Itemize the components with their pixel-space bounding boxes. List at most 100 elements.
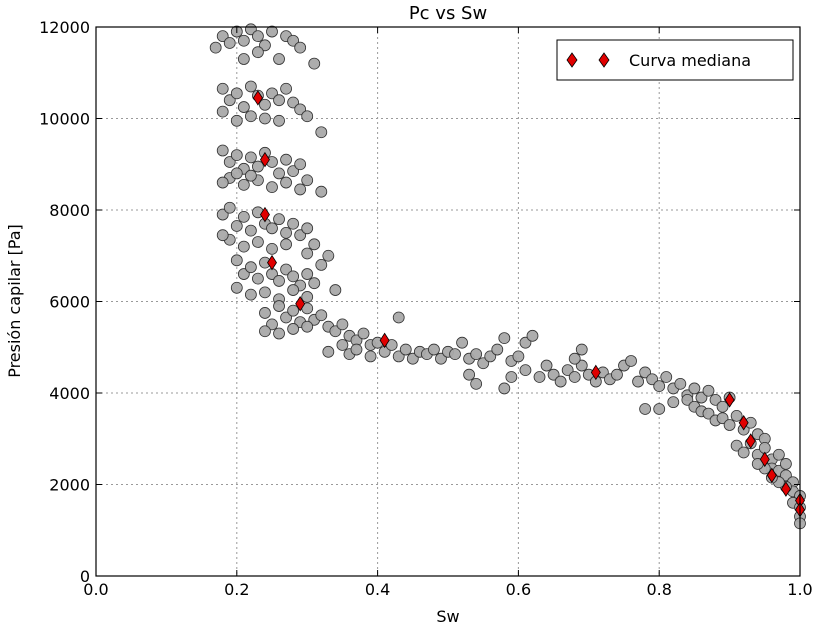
y-tick-label: 2000 [49,476,90,495]
median-markers [252,90,805,518]
scatter-point [554,375,567,388]
scatter-point [280,311,292,324]
legend-label: Curva mediana [629,51,751,70]
legend-marker-diamond [598,52,610,68]
scatter-point [287,165,300,178]
scatter-point [730,439,743,452]
scatter-point [244,151,257,164]
x-tick-label: 0.0 [83,580,108,599]
scatter-point [294,229,307,242]
scatter-point [449,348,461,361]
scatter-point [350,343,363,356]
scatter-point [280,263,292,276]
scatter-point [308,277,321,290]
chart-title: Pc vs Sw [409,3,487,24]
x-axis-label: Sw [436,607,459,626]
scatter-point [223,94,236,107]
scatter-point [230,149,243,162]
scatter-point [259,98,271,111]
scatter-point [237,268,250,280]
scatter-point [315,126,328,139]
scatter-point [315,258,328,271]
y-tick-label: 8000 [49,201,90,220]
scatter-point [322,249,335,262]
scatter-point [244,110,257,123]
scatter-point [456,336,468,349]
scatter-point [280,176,292,189]
scatter-point [266,242,278,255]
scatter-point [259,112,271,125]
scatter-point [519,364,532,377]
scatter-point [512,350,525,363]
median-point [259,206,270,223]
x-tick-label: 0.6 [506,580,531,599]
scatter-point [230,281,243,294]
scatter-point [667,396,680,409]
scatter-point [273,167,285,180]
scatter-point [287,284,300,296]
median-point [766,467,777,484]
median-point [745,433,756,449]
median-point [738,414,749,431]
scatter-point [357,327,370,340]
scatter-point [702,384,715,397]
scatter-point [406,352,419,365]
x-tick-label: 0.8 [646,580,671,599]
scatter-point [287,323,300,335]
scatter-point [716,400,729,413]
scatter-point [322,345,335,358]
scatter-point [259,325,271,338]
scatter-point [695,391,708,404]
scatter-point [252,30,264,43]
scatter-point [252,272,264,285]
scatter-point [568,371,581,383]
scatter-point [723,419,736,431]
scatter-point [498,382,511,395]
scatter-point [223,37,236,49]
scatter-point [273,327,285,340]
scatter-point [216,105,229,118]
scatter-point [244,169,257,182]
scatter-point [230,220,243,232]
y-tick-label: 0 [80,567,90,586]
scatter-point [315,309,328,322]
scatter-point [223,201,236,214]
scatter-point [244,224,257,237]
scatter-point [315,185,328,198]
scatter-point [301,291,314,303]
scatter-point [301,174,314,187]
scatter-point [301,320,314,333]
scatter-point [674,377,687,390]
scatter-point [336,339,349,351]
median-point [780,481,791,497]
y-axis-label: Presión capilar [Pa] [5,224,24,378]
scatter-point [230,114,243,127]
scatter-point [639,366,652,379]
scatter-point [301,110,314,123]
scatter-point [287,96,300,109]
scatter-point [568,352,581,365]
scatter-point [533,371,546,383]
scatter-point [209,41,222,54]
scatter-point [646,373,659,386]
scatter-point [216,208,229,221]
scatter-point [294,183,307,196]
scatter-point [259,307,271,319]
x-tick-label: 1.0 [787,580,812,599]
scatter-point [308,238,321,251]
scatter-point [611,368,623,381]
scatter-point [237,178,250,191]
grid-lines [96,27,800,576]
scatter-point [491,343,504,356]
scatter-point [709,393,722,406]
scatter-point [498,332,511,345]
scatter-point [280,82,292,95]
scatter-point [280,238,292,251]
scatter-point [244,261,257,274]
legend: Curva mediana [556,39,794,81]
scatter-point [259,39,271,52]
scatter-point [287,217,300,230]
scatter-point [505,371,518,383]
scatter-point [737,446,750,459]
